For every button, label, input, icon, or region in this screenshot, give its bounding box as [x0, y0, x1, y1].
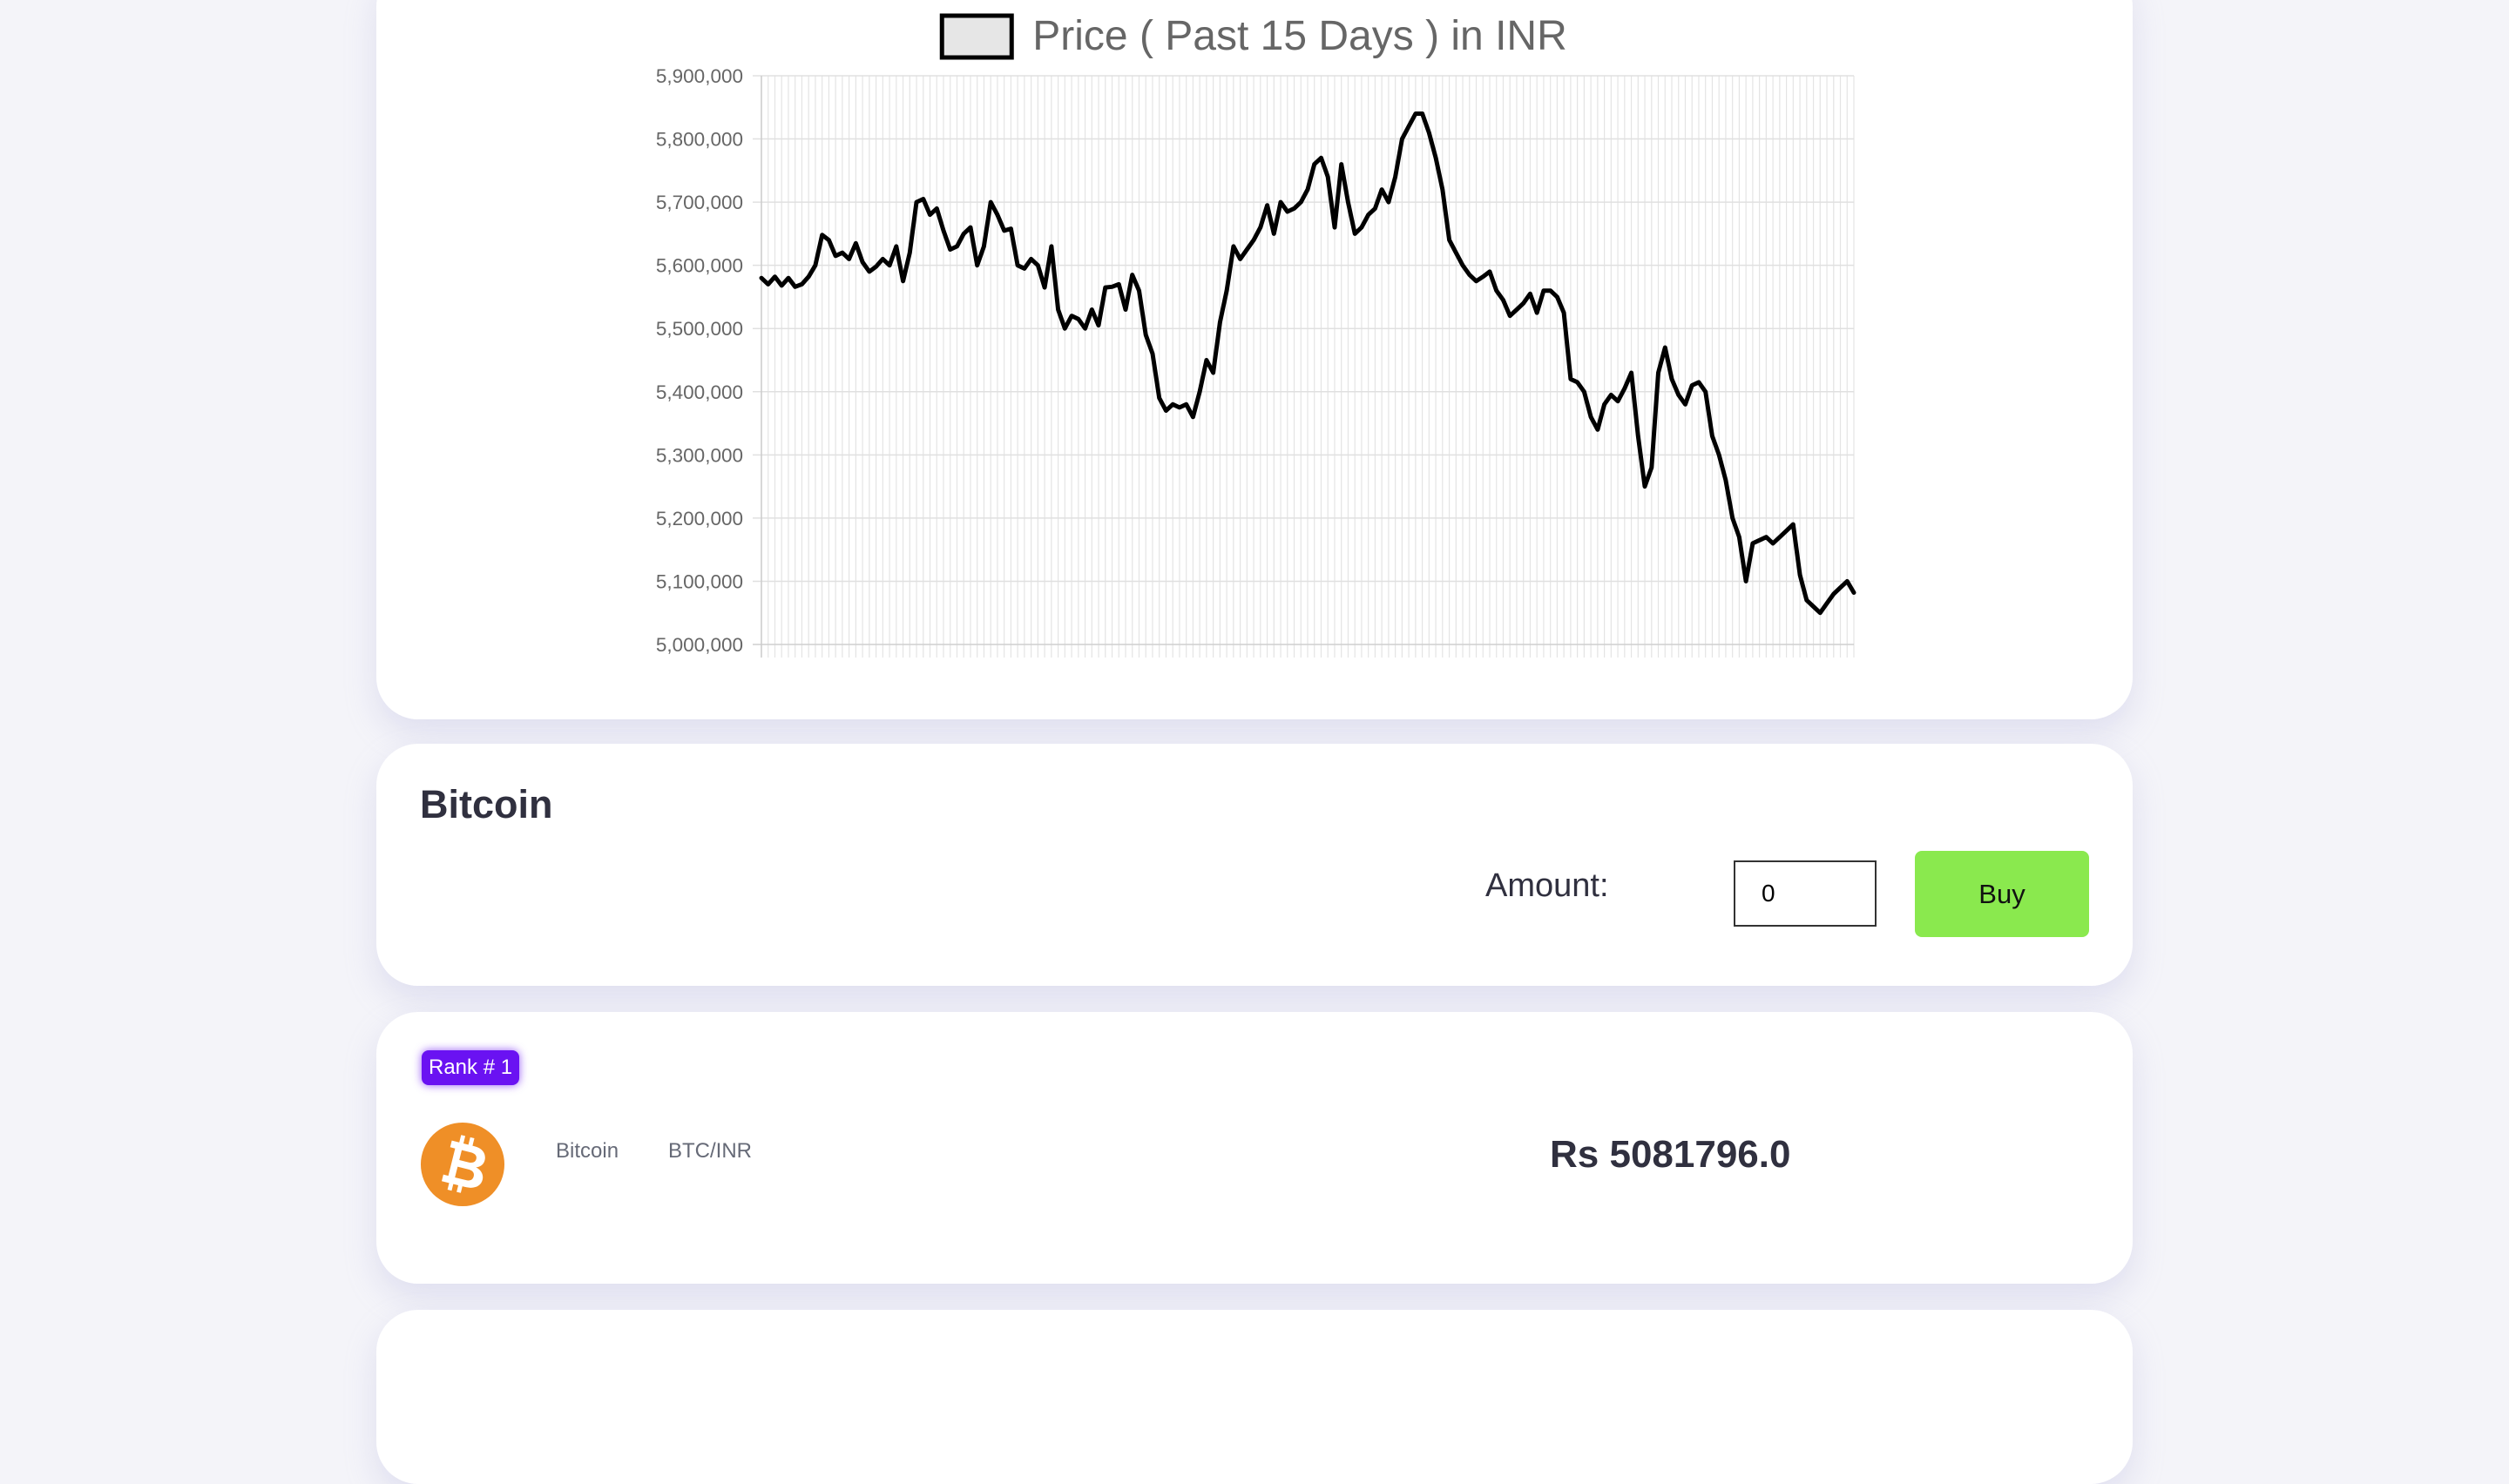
coin-title: Bitcoin [420, 782, 553, 826]
y-tick-label: 5,600,000 [656, 255, 743, 277]
buy-button[interactable]: Buy [1915, 851, 2089, 937]
amount-label: Amount: [1485, 867, 1609, 904]
y-tick-label: 5,300,000 [656, 444, 743, 466]
chart-legend[interactable]: Price ( Past 15 Days ) in INR [939, 13, 1567, 60]
y-tick-label: 5,800,000 [656, 129, 743, 151]
coin-name: Bitcoin [556, 1139, 619, 1163]
price-chart: 5,000,000 5,100,000 5,200,000 5,300,000 5,40… [656, 13, 1856, 658]
y-tick-label: 5,400,000 [656, 381, 743, 403]
chart-grid [753, 75, 1855, 658]
amount-input[interactable] [1734, 860, 1877, 927]
chart-series [759, 111, 1856, 616]
rank-badge: Rank # 1 [422, 1050, 520, 1085]
y-axis-ticks: 5,000,000 5,100,000 5,200,000 5,300,000 5,40… [656, 65, 743, 656]
legend-swatch[interactable] [939, 13, 1014, 60]
bitcoin-icon [420, 1122, 505, 1207]
coin-pair: BTC/INR [668, 1139, 752, 1163]
legend-label: Price ( Past 15 Days ) in INR [1032, 13, 1567, 59]
next-card [376, 1310, 2133, 1484]
y-tick-label: 5,000,000 [656, 634, 743, 656]
coin-price: Rs 5081796.0 [1550, 1133, 1791, 1176]
y-tick-label: 5,500,000 [656, 318, 743, 340]
y-tick-label: 5,900,000 [656, 65, 743, 87]
y-tick-label: 5,700,000 [656, 192, 743, 213]
y-tick-label: 5,100,000 [656, 570, 743, 592]
coin-info-card[interactable]: Rank # 1 Bitcoin BTC/INR Rs 5081796.0 [376, 1012, 2133, 1284]
price-series-line [759, 111, 1856, 616]
trade-card: Bitcoin Amount: Buy [376, 744, 2133, 986]
y-tick-label: 5,200,000 [656, 508, 743, 530]
